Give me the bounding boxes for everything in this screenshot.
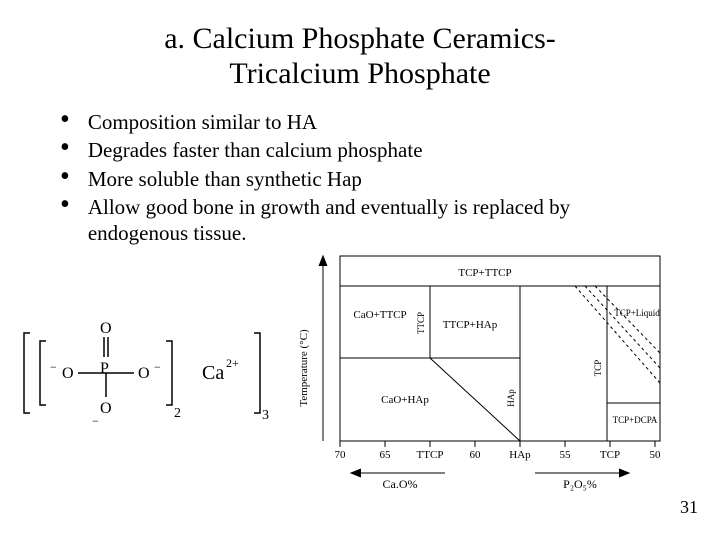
chemical-formula: P O O O O − − − 2 Ca 2+ 3 xyxy=(22,313,272,433)
bullet-dot-icon: • xyxy=(60,166,70,188)
region-right-lower: TCP+DCPA xyxy=(613,415,658,425)
bullet-dot-icon: • xyxy=(60,109,70,131)
bullet-item: • More soluble than synthetic Hap xyxy=(60,166,670,192)
region-right-upper: TCP+Liquid xyxy=(614,308,660,318)
x-label-right: P₂O₅% xyxy=(563,477,597,491)
slide-title: a. Calcium Phosphate Ceramics- Tricalciu… xyxy=(0,0,720,91)
cation-charge: 2+ xyxy=(226,356,239,370)
bullet-item: • Degrades faster than calcium phosphate xyxy=(60,137,670,163)
sub-inner: 2 xyxy=(174,406,181,421)
page-number: 31 xyxy=(680,497,698,518)
region-mid: TTCP+HAp xyxy=(443,319,498,331)
neg-right: − xyxy=(154,360,161,374)
bullet-text: More soluble than synthetic Hap xyxy=(88,166,670,192)
neg-left: − xyxy=(50,360,57,374)
x-tick: TCP xyxy=(600,449,620,461)
region-top: TCP+TTCP xyxy=(458,267,511,279)
atom-o-bottom: O xyxy=(100,400,112,417)
phase-diagram: Temperature (°C) TCP+TTCP CaO+TTCP TTCP+… xyxy=(285,248,685,493)
atom-o-top: O xyxy=(100,320,112,337)
x-tick: 65 xyxy=(380,449,392,461)
bullet-text: Allow good bone in growth and eventually… xyxy=(88,194,670,247)
hap-axis: HAp xyxy=(506,389,516,407)
sub-outer: 3 xyxy=(262,408,269,423)
atom-o-left: O xyxy=(62,365,74,382)
bullet-dot-icon: • xyxy=(60,137,70,159)
bullet-text: Degrades faster than calcium phosphate xyxy=(88,137,670,163)
cation: Ca xyxy=(202,362,224,384)
neg-bottom: − xyxy=(92,414,99,428)
y-axis-label: Temperature (°C) xyxy=(298,329,310,407)
region-left-lower: CaO+HAp xyxy=(381,394,429,406)
title-line-1: a. Calcium Phosphate Ceramics- xyxy=(164,22,556,55)
bullet-dot-icon: • xyxy=(60,194,70,216)
bullet-item: • Composition similar to HA xyxy=(60,109,670,135)
x-tick: HAp xyxy=(509,449,531,461)
ttcp-axis: TTCP xyxy=(416,312,426,334)
bullet-text: Composition similar to HA xyxy=(88,109,670,135)
atom-o-right: O xyxy=(138,365,150,382)
x-tick: TTCP xyxy=(417,449,444,461)
x-tick: 70 xyxy=(335,449,347,461)
x-tick: 55 xyxy=(560,449,572,461)
title-line-2: Tricalcium Phosphate xyxy=(229,57,490,90)
bullet-item: • Allow good bone in growth and eventual… xyxy=(60,194,670,247)
figures-area: P O O O O − − − 2 Ca 2+ 3 xyxy=(0,248,720,498)
bullet-list: • Composition similar to HA • Degrades f… xyxy=(0,91,720,246)
x-tick: 60 xyxy=(470,449,482,461)
atom-p: P xyxy=(100,360,109,377)
x-label-left: Ca.O% xyxy=(383,477,418,491)
tcp-axis: TCP xyxy=(593,360,603,377)
region-left-upper: CaO+TTCP xyxy=(353,309,406,321)
x-tick: 50 xyxy=(650,449,662,461)
